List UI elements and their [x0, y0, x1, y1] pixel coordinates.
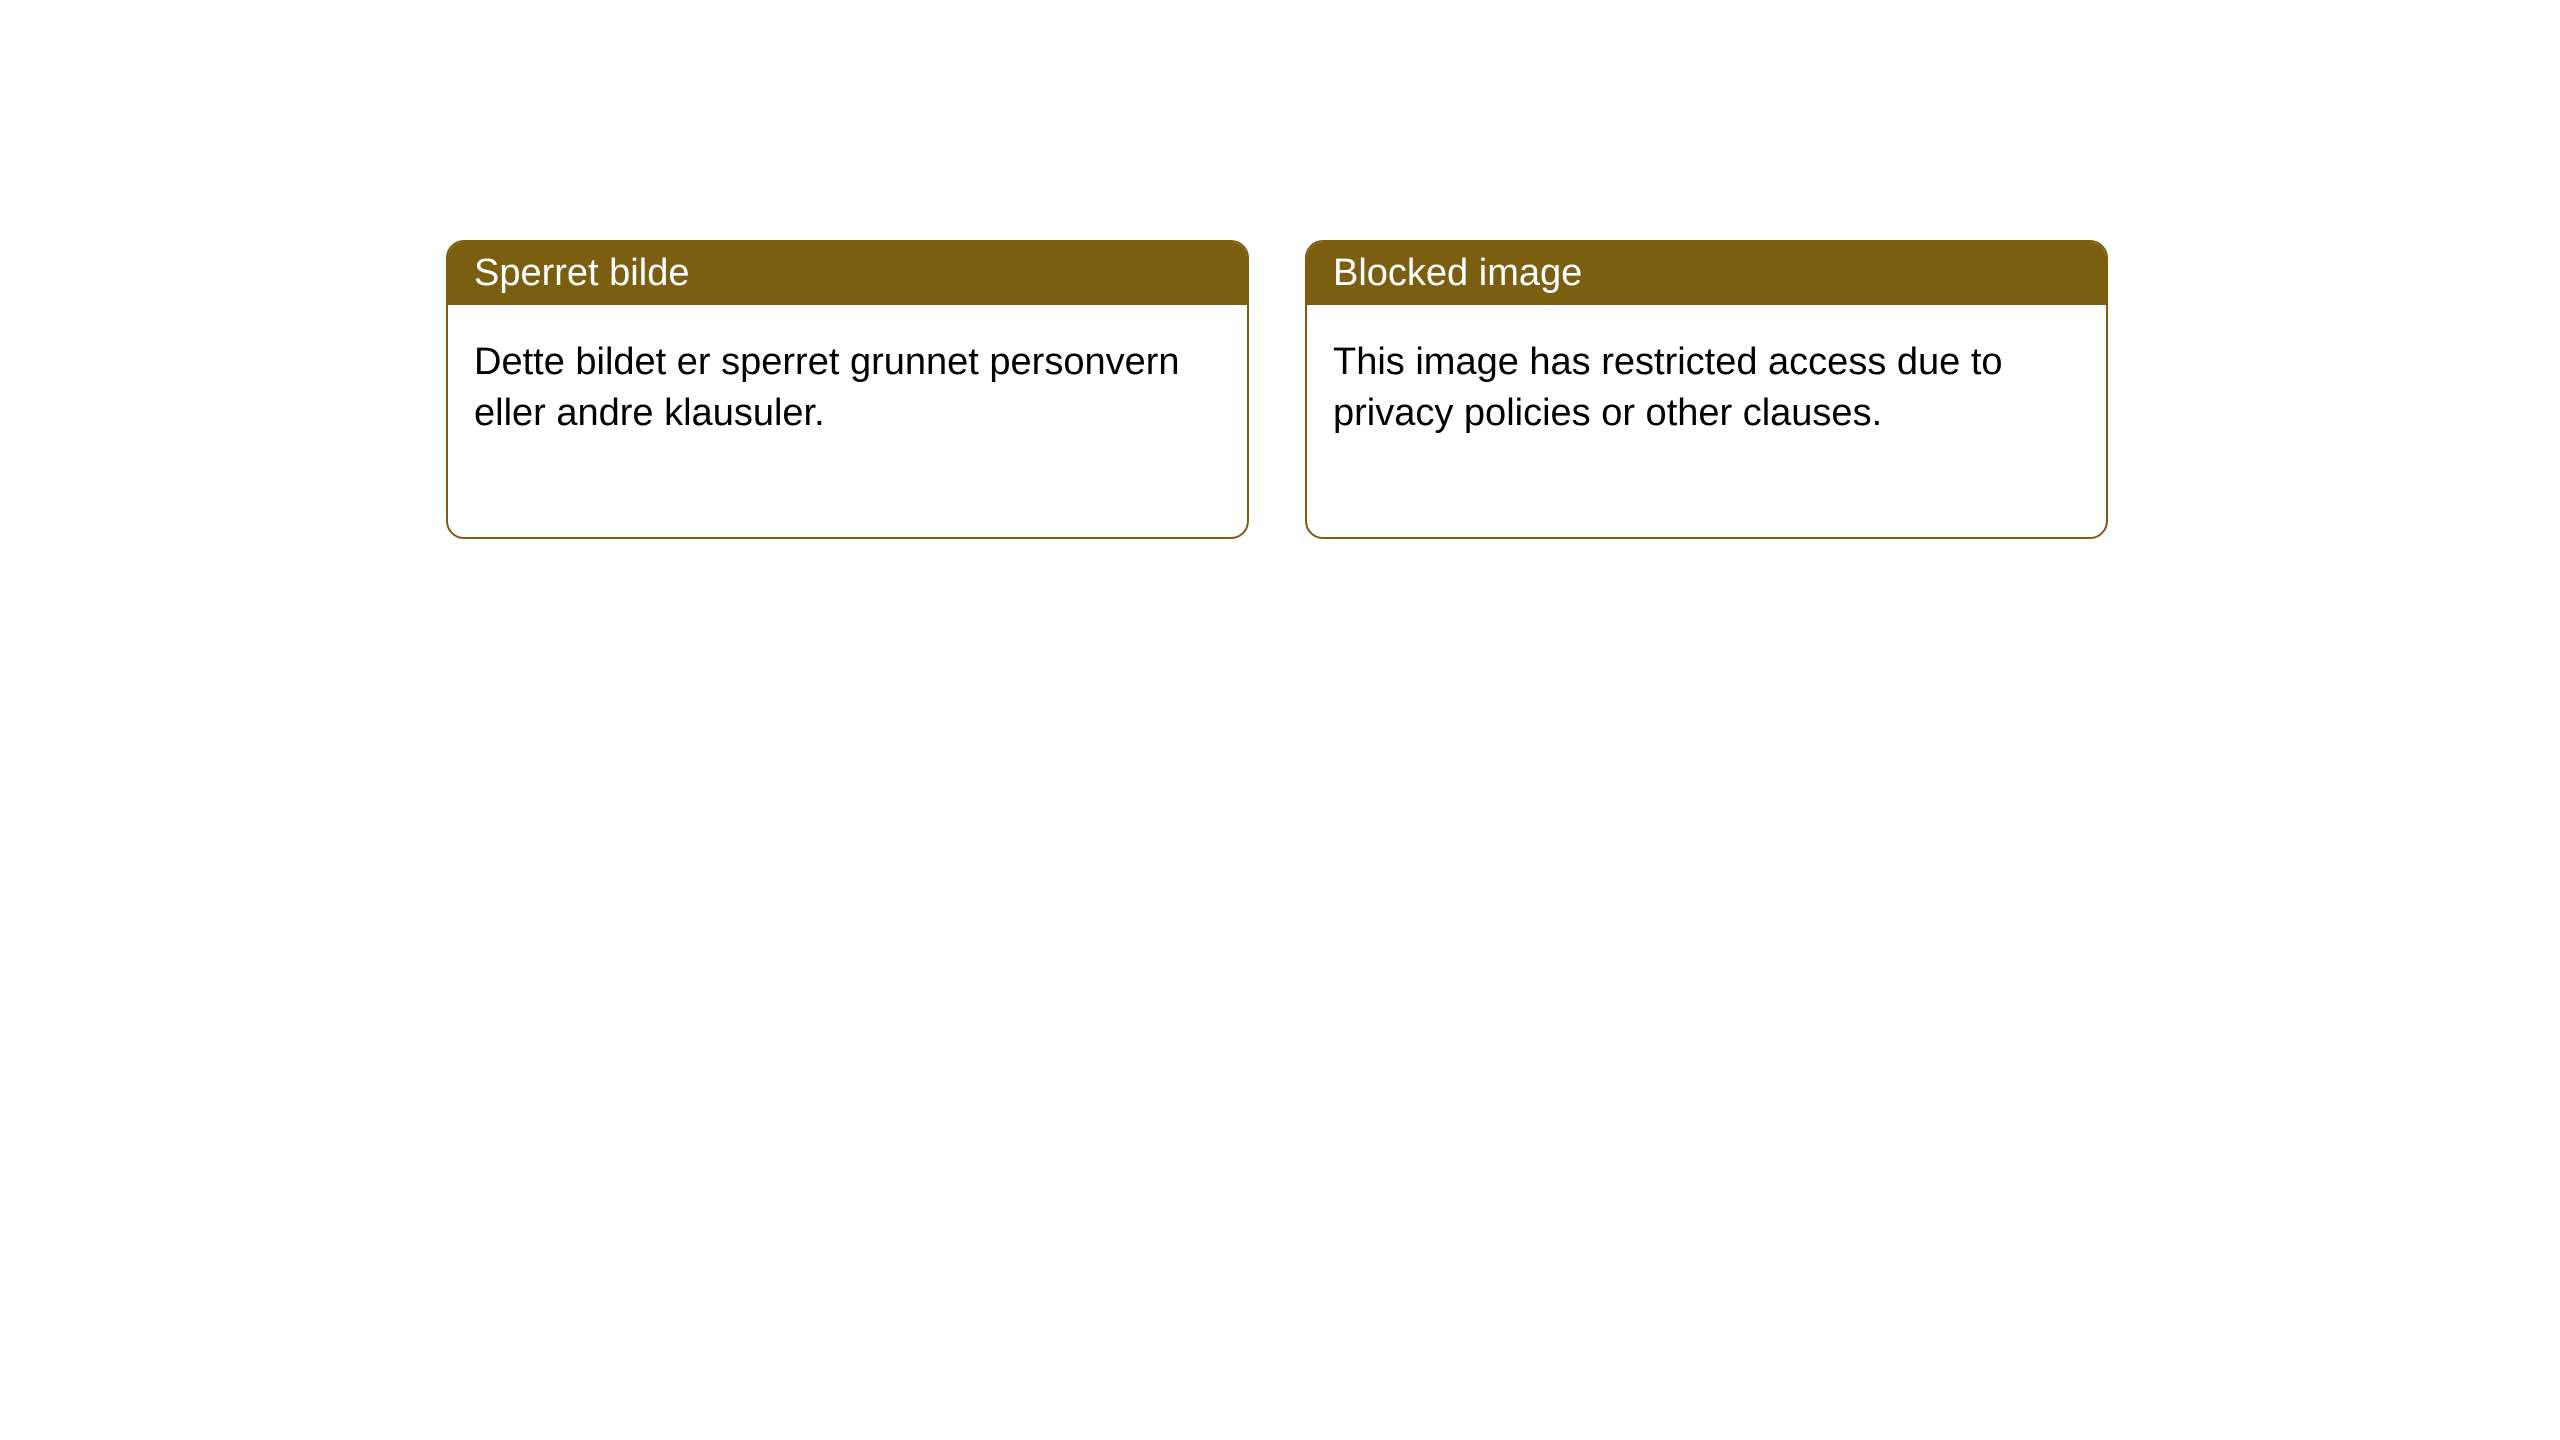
notice-card-body: Dette bildet er sperret grunnet personve…	[448, 305, 1247, 537]
notice-card-title: Sperret bilde	[474, 252, 689, 294]
notice-card-header: Sperret bilde	[448, 242, 1247, 305]
notice-card-header: Blocked image	[1307, 242, 2106, 305]
notice-card-body: This image has restricted access due to …	[1307, 305, 2106, 537]
notice-card-norwegian: Sperret bilde Dette bildet er sperret gr…	[446, 240, 1249, 539]
notice-card-text: This image has restricted access due to …	[1333, 341, 2003, 434]
notice-cards-container: Sperret bilde Dette bildet er sperret gr…	[0, 0, 2560, 539]
notice-card-text: Dette bildet er sperret grunnet personve…	[474, 341, 1180, 434]
notice-card-title: Blocked image	[1333, 252, 1582, 294]
notice-card-english: Blocked image This image has restricted …	[1305, 240, 2108, 539]
